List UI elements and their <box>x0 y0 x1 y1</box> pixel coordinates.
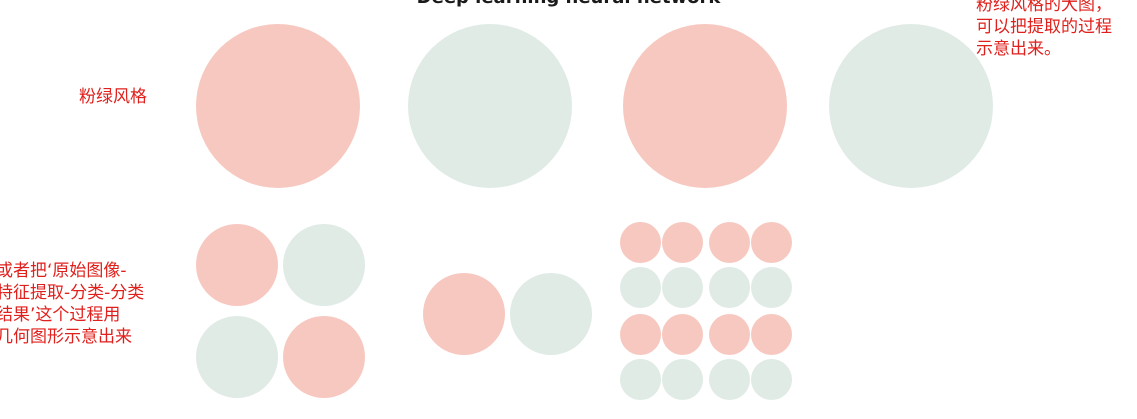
small-pink-circle <box>709 222 750 263</box>
large-green-circle-1 <box>408 24 572 188</box>
medium-green-circle <box>196 316 278 398</box>
medium-pink-circle <box>423 273 505 355</box>
small-green-circle <box>709 359 750 400</box>
small-pink-circle <box>751 314 792 355</box>
small-pink-circle <box>751 222 792 263</box>
small-pink-circle <box>709 314 750 355</box>
small-green-circle <box>620 359 661 400</box>
small-green-circle <box>709 267 750 308</box>
medium-green-circle <box>283 224 365 306</box>
small-pink-circle <box>620 222 661 263</box>
small-green-circle <box>751 267 792 308</box>
medium-pink-circle <box>196 224 278 306</box>
small-pink-circle <box>662 314 703 355</box>
medium-green-circle <box>510 273 592 355</box>
process-description-note: 或者把‘原始图像- 特征提取-分类-分类 结果’这个过程用 几何图形示意出来 <box>0 261 145 347</box>
large-image-note: 粉绿风格的大图， 可以把提取的过程 示意出来。 <box>976 0 1112 59</box>
medium-pink-circle <box>283 316 365 398</box>
diagram-title: Deep learning neural network <box>0 0 1137 8</box>
style-label-note: 粉绿风格 <box>79 87 147 107</box>
large-pink-circle-1 <box>196 24 360 188</box>
small-green-circle <box>620 267 661 308</box>
large-pink-circle-2 <box>623 24 787 188</box>
small-pink-circle <box>620 314 661 355</box>
large-green-circle-2 <box>829 24 993 188</box>
small-green-circle <box>662 267 703 308</box>
small-pink-circle <box>662 222 703 263</box>
small-green-circle <box>662 359 703 400</box>
small-green-circle <box>751 359 792 400</box>
